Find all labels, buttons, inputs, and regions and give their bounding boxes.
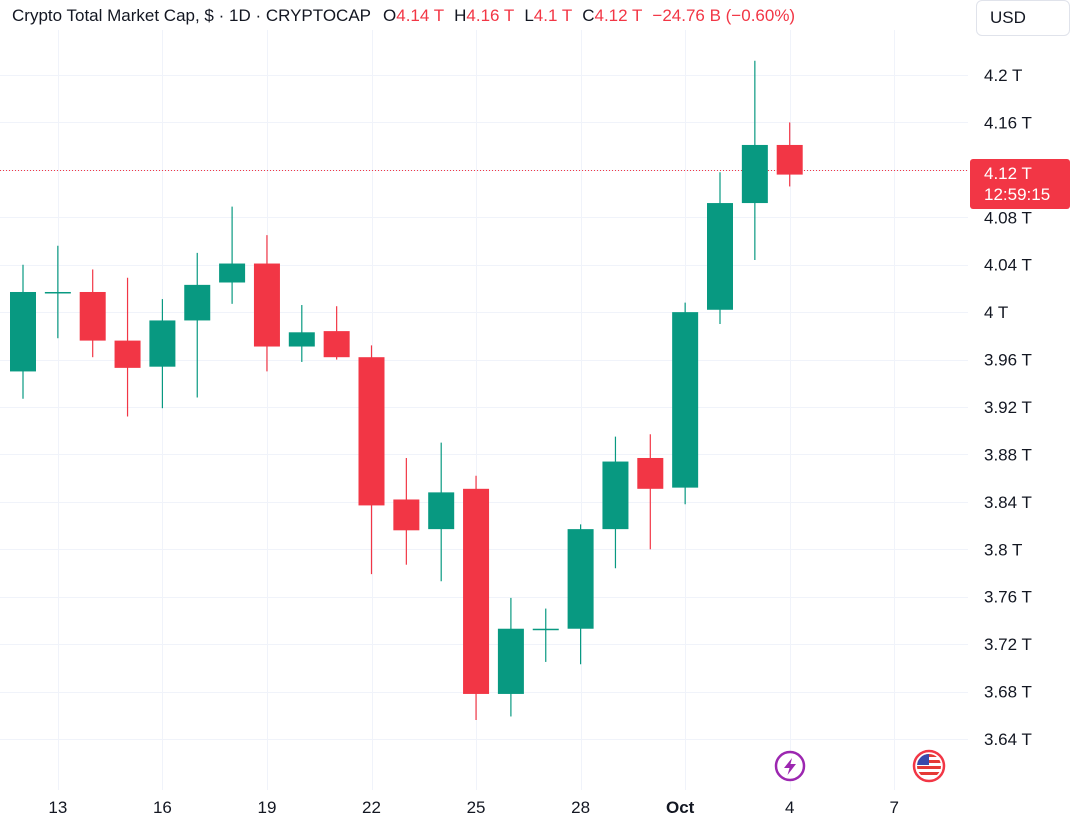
low-label: L (524, 6, 534, 25)
candle (323, 306, 350, 360)
currency-button[interactable]: USD (976, 0, 1070, 36)
candle-body (497, 628, 524, 694)
candle (602, 436, 629, 569)
candle (741, 60, 768, 260)
time-tick-label: 7 (890, 798, 899, 817)
time-tick-label: 25 (467, 798, 486, 817)
candle-body (532, 628, 559, 631)
price-tick-label: 3.76 T (984, 588, 1032, 607)
candle (219, 206, 246, 304)
time-tick-label: Oct (666, 798, 695, 817)
price-tick-label: 3.72 T (984, 635, 1032, 654)
price-tick-label: 3.8 T (984, 540, 1022, 559)
candle (184, 252, 211, 398)
candle-body (79, 291, 106, 341)
candle-body (323, 331, 350, 358)
candle-body (567, 529, 594, 629)
candle-body (741, 144, 768, 204)
price-tick-label: 3.84 T (984, 493, 1032, 512)
candle (497, 597, 524, 717)
candle-body (776, 144, 803, 175)
candle (532, 608, 559, 662)
countdown-timer: 12:59:15 (984, 185, 1051, 204)
open-label: O (383, 6, 397, 25)
price-tick-label: 4.04 T (984, 256, 1032, 275)
chart-legend: Crypto Total Market Cap, $ · 1D · CRYPTO… (12, 6, 795, 26)
close-value: 4.12 T (594, 6, 643, 25)
candle (10, 264, 36, 399)
time-tick-label: 16 (153, 798, 172, 817)
price-axis[interactable]: 4.2 T 4.16 T 4.08 T 4.04 T 4 T 3.96 T 3.92 T 3.… (984, 66, 1032, 749)
candles (10, 60, 803, 721)
candle-body (219, 263, 246, 283)
us-flag-icon[interactable] (912, 749, 946, 783)
change-value: −24.76 B (−0.60%) (652, 6, 796, 25)
time-tick-label: 4 (785, 798, 794, 817)
candle (79, 269, 106, 358)
high-value: 4.16 T (466, 6, 515, 25)
candle (672, 302, 699, 505)
candle (358, 345, 385, 575)
candle-body (149, 320, 176, 367)
candle-body (114, 340, 141, 368)
price-tick-label: 3.68 T (984, 683, 1032, 702)
open-value: 4.14 T (396, 6, 445, 25)
time-axis[interactable]: 13 16 19 22 25 28 Oct 4 7 (48, 798, 899, 817)
candle-body (253, 263, 280, 347)
price-tick-label: 4.2 T (984, 66, 1022, 85)
candle (114, 277, 141, 417)
candle (149, 299, 176, 409)
candle-body (463, 488, 490, 694)
candle-body (672, 312, 699, 488)
candle (707, 172, 733, 324)
symbol-title[interactable]: Crypto Total Market Cap, $ · 1D · CRYPTO… (12, 6, 372, 25)
candle-body (358, 357, 385, 506)
time-tick-label: 22 (362, 798, 381, 817)
candle-body (288, 332, 315, 347)
candle-body (428, 492, 455, 530)
price-tick-label: 4 T (984, 303, 1008, 322)
candle (463, 475, 490, 721)
high-label: H (454, 6, 467, 25)
candle-body (393, 499, 420, 531)
candle (288, 305, 315, 362)
low-value: 4.1 T (533, 6, 573, 25)
last-price-badge: 4.12 T 12:59:15 (970, 159, 1070, 209)
candle (637, 434, 664, 550)
time-tick-label: 13 (48, 798, 67, 817)
candle (44, 245, 71, 339)
last-price-value: 4.12 T (984, 164, 1032, 183)
price-tick-label: 3.96 T (984, 351, 1032, 370)
candle-body (10, 291, 36, 372)
candle (253, 235, 280, 372)
lightning-bolt-icon[interactable] (774, 750, 806, 782)
candle (776, 122, 803, 187)
price-tick-label: 3.92 T (984, 398, 1032, 417)
candle-body (184, 284, 211, 321)
candle-body (44, 291, 71, 294)
price-tick-label: 3.88 T (984, 445, 1032, 464)
price-tick-label: 4.16 T (984, 113, 1032, 132)
price-tick-label: 4.08 T (984, 208, 1032, 227)
time-tick-label: 28 (571, 798, 590, 817)
candle (393, 457, 420, 565)
candle (567, 524, 594, 665)
candle-body (602, 461, 629, 530)
price-tick-label: 3.64 T (984, 730, 1032, 749)
candle-body (637, 457, 664, 489)
candle (428, 442, 455, 582)
candle-body (707, 203, 733, 310)
time-tick-label: 19 (257, 798, 276, 817)
close-label: C (582, 6, 595, 25)
